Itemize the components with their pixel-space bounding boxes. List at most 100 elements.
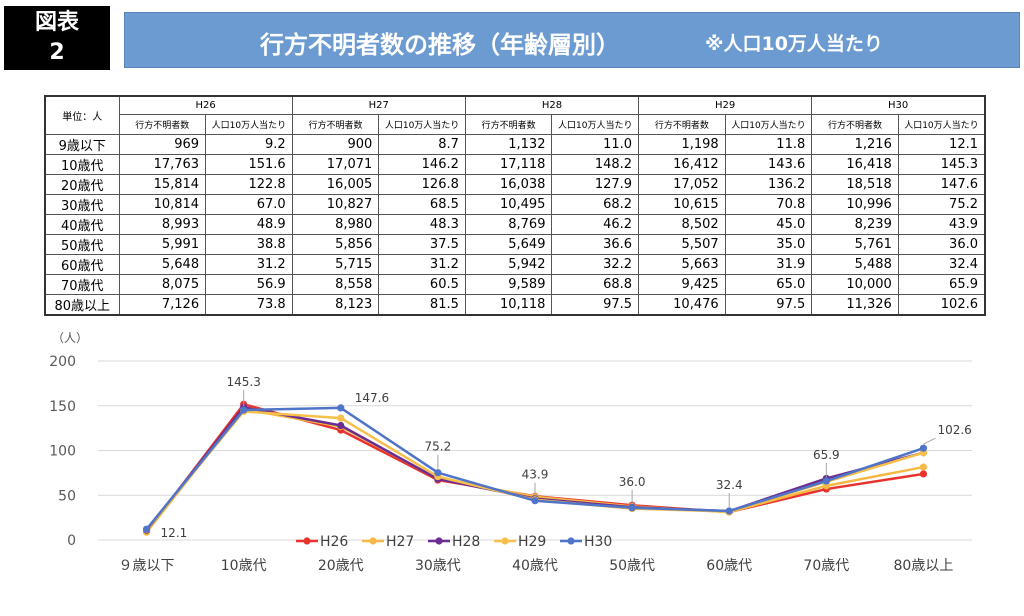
cell-count: 17,118 (464, 154, 553, 175)
cell-count: 16,412 (638, 154, 726, 175)
data-label: 43.9 (522, 468, 549, 482)
x-tick-label: ９歳以下 (119, 558, 175, 574)
cell-count: 1,216 (811, 134, 899, 155)
title-bar: 行方不明者数の推移（年齢層別） ※人口10万人当たり (124, 12, 1020, 68)
cell-count: 17,071 (291, 154, 380, 175)
legend-swatch-marker (303, 537, 311, 545)
cell-rate: 32.2 (551, 254, 640, 275)
cell-rate: 11.0 (551, 134, 640, 155)
sub-header-count: 行方不明者数 (638, 114, 726, 135)
table-row: 40歳代 8,993 48.9 8,980 48.3 8,769 46.2 8,502 45.0… (44, 214, 986, 235)
legend-label: H29 (518, 534, 546, 550)
cell-count: 5,663 (638, 254, 726, 275)
cell-rate: 68.5 (378, 194, 466, 215)
cell-count: 5,507 (638, 234, 726, 255)
title-note: ※人口10万人当たり (705, 33, 883, 55)
data-point-h30 (434, 469, 442, 477)
cell-rate: 9.2 (205, 134, 293, 155)
legend-label: H26 (320, 534, 348, 550)
cell-count: 5,648 (118, 254, 207, 275)
line-chart: （人） 0 50 100 150 200 ９歳以下 10歳代 20歳代 30歳代 40歳代 50歳代 6… (49, 331, 972, 574)
table-row: 20歳代 15,814 122.8 16,005 126.8 16,038 127.9 17,… (44, 174, 986, 195)
year-header: H30 (811, 95, 986, 115)
x-tick-label: 40歳代 (512, 558, 558, 574)
row-label: 50歳代 (44, 234, 120, 255)
cell-rate: 127.9 (551, 174, 640, 195)
row-label: 9歳以下 (44, 134, 120, 155)
cell-rate: 126.8 (378, 174, 466, 195)
cell-rate: 36.0 (897, 234, 986, 255)
table-row: 50歳代 5,991 38.8 5,856 37.5 5,649 36.6 5,507 35.0… (44, 234, 986, 255)
data-label: 36.0 (619, 475, 646, 489)
cell-count: 8,558 (291, 274, 380, 295)
cell-rate: 147.6 (897, 174, 986, 195)
year-header: H29 (638, 95, 813, 115)
cell-rate: 43.9 (897, 214, 986, 235)
row-label: 80歳以上 (44, 294, 120, 316)
x-tick-label: 50歳代 (609, 558, 655, 574)
cell-count: 18,518 (811, 174, 899, 195)
cell-rate: 73.8 (205, 294, 293, 316)
cell-count: 9,425 (638, 274, 726, 295)
cell-count: 17,052 (638, 174, 726, 195)
cell-rate: 68.8 (551, 274, 640, 295)
cell-count: 9,589 (464, 274, 553, 295)
row-label: 60歳代 (44, 254, 120, 275)
data-point-h26 (919, 470, 928, 478)
cell-rate: 136.2 (724, 174, 813, 195)
cell-rate: 75.2 (897, 194, 986, 215)
cell-rate: 60.5 (378, 274, 466, 295)
table-year-header-row: 単位：人 H26 H27 H28 H29 H30 (44, 95, 986, 135)
x-tick-label: 80歳以上 (894, 558, 954, 574)
cell-count: 10,996 (811, 194, 899, 215)
cell-count: 17,763 (118, 154, 207, 175)
year-header: H26 (118, 95, 293, 115)
cell-rate: 32.4 (897, 254, 986, 275)
row-label: 70歳代 (44, 274, 120, 295)
table-row: 80歳以上 7,126 73.8 8,123 81.5 10,118 97.5 10,476 9… (44, 294, 986, 316)
data-point-h29 (337, 414, 345, 422)
x-tick-label: 30歳代 (415, 558, 461, 574)
table-row: 60歳代 5,648 31.2 5,715 31.2 5,942 32.2 5,663 31.9… (44, 254, 986, 275)
cell-rate: 35.0 (724, 234, 813, 255)
y-tick-label: 100 (49, 444, 76, 460)
legend-label: H27 (386, 534, 414, 550)
cell-rate: 56.9 (205, 274, 293, 295)
row-label: 30歳代 (44, 194, 120, 215)
cell-count: 10,495 (464, 194, 553, 215)
cell-count: 16,418 (811, 154, 899, 175)
legend-label: H30 (584, 534, 612, 550)
cell-count: 10,000 (811, 274, 899, 295)
cell-count: 5,488 (811, 254, 899, 275)
cell-rate: 97.5 (551, 294, 640, 316)
cell-rate: 38.8 (205, 234, 293, 255)
sub-header-rate: 人口10万人当たり (724, 114, 813, 135)
cell-count: 8,075 (118, 274, 207, 295)
cell-rate: 143.6 (724, 154, 813, 175)
cell-count: 5,761 (811, 234, 899, 255)
cell-count: 5,942 (464, 254, 553, 275)
page-title: 行方不明者数の推移（年齢層別） (260, 31, 620, 59)
data-point-h27 (919, 463, 928, 471)
data-point-h30 (240, 406, 248, 414)
table-row: 30歳代 10,814 67.0 10,827 68.5 10,495 68.2 10,615… (44, 194, 986, 215)
y-unit-label: （人） (52, 331, 88, 345)
data-point-h30 (822, 477, 830, 485)
cell-count: 11,326 (811, 294, 899, 316)
data-point-h28 (337, 421, 345, 430)
cell-rate: 67.0 (205, 194, 293, 215)
sub-header-rate: 人口10万人当たり (378, 114, 466, 135)
y-tick-label: 150 (49, 399, 76, 415)
unit-label: 単位：人 (44, 95, 120, 135)
cell-rate: 68.2 (551, 194, 640, 215)
y-tick-label: 200 (49, 354, 76, 370)
table-row: 10歳代 17,763 151.6 17,071 146.2 17,118 148.2 16,… (44, 154, 986, 175)
cell-count: 10,814 (118, 194, 207, 215)
sub-header-count: 行方不明者数 (811, 114, 899, 135)
cell-rate: 12.1 (897, 134, 986, 155)
cell-rate: 46.2 (551, 214, 640, 235)
cell-rate: 48.9 (205, 214, 293, 235)
row-label: 40歳代 (44, 214, 120, 235)
cell-count: 16,038 (464, 174, 553, 195)
sub-header-count: 行方不明者数 (118, 114, 207, 135)
